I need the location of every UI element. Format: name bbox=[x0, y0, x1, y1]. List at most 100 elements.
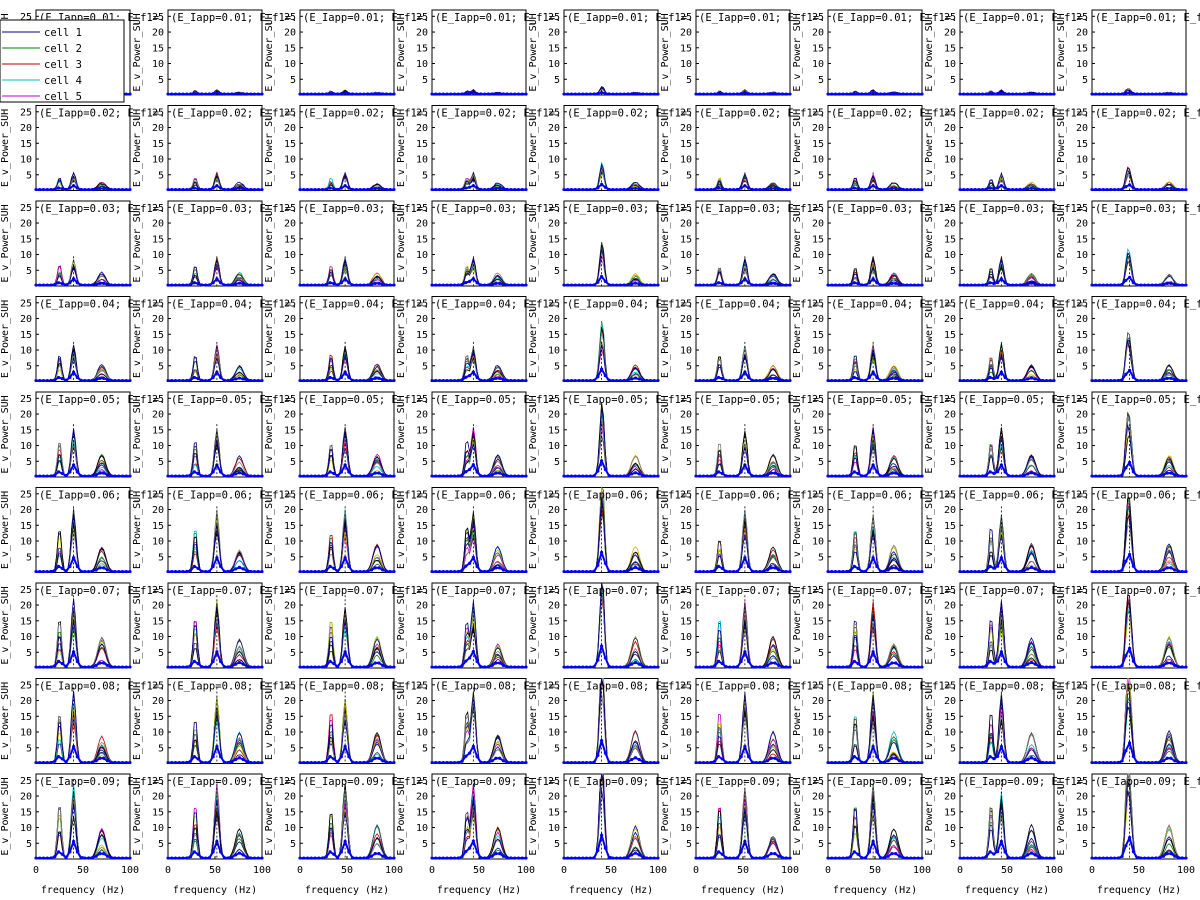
mean-marker bbox=[1109, 474, 1113, 478]
mean-marker bbox=[249, 569, 253, 574]
mean-marker bbox=[845, 378, 849, 383]
mean-marker bbox=[886, 759, 890, 763]
mean-marker bbox=[607, 92, 611, 96]
mean-marker bbox=[694, 474, 698, 478]
mean-marker bbox=[1180, 283, 1184, 287]
mean-marker bbox=[1128, 741, 1132, 745]
mean-marker bbox=[577, 856, 581, 860]
y-tick-label: 20 bbox=[680, 410, 692, 421]
mean-marker bbox=[905, 283, 909, 287]
mean-marker bbox=[890, 756, 894, 760]
mean-marker bbox=[516, 569, 521, 574]
mean-marker bbox=[607, 664, 611, 669]
mean-marker bbox=[830, 856, 834, 860]
mean-marker bbox=[1101, 474, 1105, 478]
x-tick-label: 50 bbox=[737, 865, 749, 876]
mean-marker bbox=[298, 856, 302, 860]
x-axis-label: frequency (Hz) bbox=[41, 885, 125, 896]
mean-marker bbox=[309, 569, 313, 574]
y-tick-label: 20 bbox=[284, 696, 296, 707]
mean-marker bbox=[562, 92, 566, 96]
y-tick-label: 10 bbox=[548, 632, 560, 643]
mean-marker bbox=[784, 378, 788, 383]
mean-marker bbox=[641, 473, 645, 478]
x-tick-label: 0 bbox=[561, 865, 567, 876]
mean-marker bbox=[871, 277, 875, 281]
mean-marker bbox=[204, 187, 208, 192]
y-axis-label: E_v_Power_SUH bbox=[528, 682, 539, 760]
mean-marker bbox=[222, 760, 226, 764]
mean-marker bbox=[105, 378, 110, 382]
mean-marker bbox=[222, 665, 226, 669]
mean-marker bbox=[1018, 760, 1022, 765]
mean-marker bbox=[456, 283, 460, 287]
mean-marker bbox=[1033, 567, 1037, 571]
mean-marker bbox=[313, 378, 317, 383]
mean-marker bbox=[475, 564, 479, 569]
mean-marker bbox=[607, 569, 611, 573]
mean-marker bbox=[1161, 92, 1166, 96]
mean-marker bbox=[826, 283, 830, 287]
y-tick-label: 15 bbox=[944, 139, 956, 150]
mean-marker bbox=[1048, 856, 1052, 860]
y-tick-label: 15 bbox=[284, 139, 296, 150]
mean-marker bbox=[109, 474, 113, 478]
mean-marker bbox=[464, 186, 468, 190]
mean-marker bbox=[256, 665, 260, 669]
axis-frame bbox=[563, 391, 659, 478]
mean-marker bbox=[1041, 665, 1045, 669]
y-tick-label: 10 bbox=[680, 59, 692, 70]
mean-marker bbox=[852, 92, 856, 96]
mean-marker bbox=[630, 757, 634, 762]
mean-marker bbox=[618, 92, 623, 96]
mean-marker bbox=[1109, 569, 1113, 574]
axis-frame bbox=[35, 391, 131, 478]
mean-marker bbox=[965, 283, 970, 287]
mean-marker bbox=[588, 665, 592, 669]
mean-marker bbox=[501, 378, 506, 382]
mean-marker bbox=[41, 283, 46, 287]
mean-marker bbox=[1131, 375, 1135, 379]
y-tick-label: 25 bbox=[416, 12, 428, 23]
mean-marker bbox=[848, 664, 853, 668]
mean-marker bbox=[441, 856, 445, 860]
mean-marker bbox=[166, 378, 170, 383]
mean-marker bbox=[713, 855, 717, 859]
mean-marker bbox=[204, 760, 208, 765]
mean-marker bbox=[215, 277, 219, 281]
mean-marker bbox=[1037, 92, 1041, 96]
y-tick-label: 10 bbox=[284, 59, 296, 70]
mean-marker bbox=[362, 569, 366, 574]
mean-marker bbox=[520, 856, 524, 860]
mean-marker bbox=[392, 760, 396, 765]
mean-marker bbox=[724, 856, 728, 860]
mean-marker bbox=[102, 471, 106, 475]
mean-marker bbox=[1131, 659, 1135, 663]
mean-marker bbox=[596, 375, 600, 379]
mean-marker bbox=[1048, 283, 1052, 287]
mean-marker bbox=[618, 760, 623, 765]
mean-marker bbox=[520, 378, 524, 383]
axis-frame bbox=[959, 487, 1055, 573]
mean-marker bbox=[464, 754, 468, 758]
mean-marker bbox=[49, 665, 53, 669]
mean-marker bbox=[1090, 760, 1094, 765]
mean-marker bbox=[886, 473, 890, 477]
mean-marker bbox=[747, 755, 751, 759]
mean-marker bbox=[618, 569, 623, 574]
panel-title: (E_Iapp=0.03; E_f1=... bbox=[171, 203, 310, 215]
mean-marker bbox=[38, 760, 42, 765]
mean-marker bbox=[1120, 378, 1124, 382]
axis-frame bbox=[695, 391, 791, 478]
y-tick-label: 10 bbox=[284, 537, 296, 548]
mean-marker bbox=[120, 856, 125, 860]
mean-marker bbox=[513, 283, 517, 287]
mean-marker bbox=[117, 378, 121, 383]
mean-marker bbox=[569, 760, 574, 765]
